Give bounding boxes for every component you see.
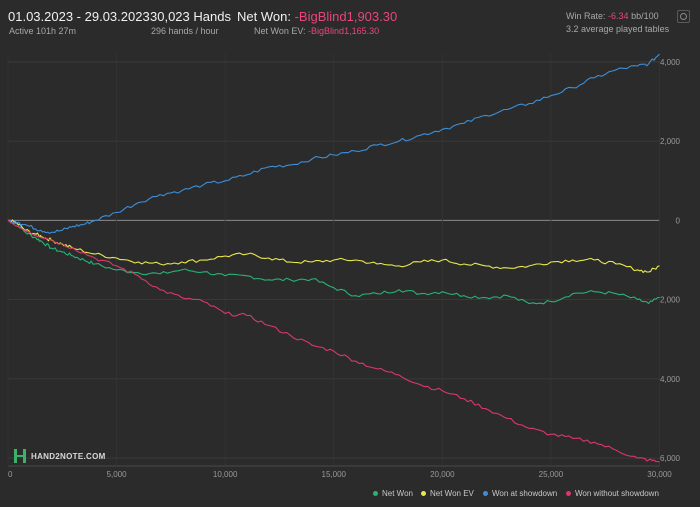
legend-label: Won at showdown: [492, 489, 558, 498]
hand2note-logo-icon: [14, 449, 26, 463]
net-won-label: Net Won:: [237, 9, 291, 24]
x-tick-label: 5,000: [107, 470, 128, 479]
y-tick-label: 2,000: [660, 296, 681, 305]
x-tick-label: 20,000: [430, 470, 455, 479]
legend-label: Won without showdown: [575, 489, 659, 498]
legend-item-won-at-showdown[interactable]: Won at showdown: [483, 489, 557, 498]
x-tick-label: 0: [8, 470, 13, 479]
net-won-ev-value: -BigBlind1,165.30: [308, 26, 380, 36]
active-time: Active 101h 27m: [9, 26, 77, 36]
hand2note-logo-text: HAND2NOTE.COM: [31, 451, 106, 461]
x-tick-label: 25,000: [539, 470, 564, 479]
series-line-won-at-showdown: [7, 53, 660, 234]
legend-dot-won-at-showdown: [483, 491, 488, 496]
legend-item-net-won[interactable]: Net Won: [373, 489, 413, 498]
legend-item-net-won-ev[interactable]: Net Won EV: [421, 489, 474, 498]
x-tick-label: 30,000: [647, 470, 672, 479]
hand2note-logo: HAND2NOTE.COM: [14, 449, 106, 463]
legend-label: Net Won: [382, 489, 413, 498]
net-won: Net Won: -BigBlind1,903.30: [237, 9, 397, 24]
series-line-won-without-showdown: [7, 219, 660, 463]
y-axis-ticks: 4,000 2,000 0 2,000 4,000 6,000: [660, 58, 681, 463]
win-rate-value: -6.34: [608, 11, 629, 21]
net-won-ev: Net Won EV: -BigBlind1,165.30: [254, 26, 379, 36]
settings-gear-icon[interactable]: [677, 10, 690, 23]
win-rate: Win Rate: -6.34 bb/100: [566, 11, 659, 21]
hands-per-hour: 296 hands / hour: [151, 26, 219, 36]
win-rate-label: Win Rate:: [566, 11, 606, 21]
chart-legend: Net Won Net Won EV Won at showdown Won w…: [0, 489, 700, 501]
chart-grid: [7, 54, 660, 467]
y-tick-label: 4,000: [660, 375, 681, 384]
hands-count: 30,023 Hands: [150, 9, 231, 24]
chart-series: [7, 53, 660, 463]
legend-dot-net-won-ev: [421, 491, 426, 496]
legend-item-won-without-showdown[interactable]: Won without showdown: [566, 489, 659, 498]
y-tick-label: 0: [676, 216, 681, 225]
win-rate-unit: bb/100: [631, 11, 659, 21]
x-tick-label: 10,000: [213, 470, 238, 479]
average-tables: 3.2 average played tables: [566, 24, 670, 34]
date-range: 01.03.2023 - 29.03.2023: [8, 9, 150, 24]
net-won-value: -BigBlind1,903.30: [294, 9, 398, 24]
legend-dot-net-won: [373, 491, 378, 496]
x-tick-label: 15,000: [322, 470, 347, 479]
stats-header: 01.03.2023 - 29.03.2023 Active 101h 27m …: [0, 0, 700, 44]
series-line-net-won-ev: [7, 219, 660, 274]
y-tick-label: 4,000: [660, 58, 681, 67]
legend-dot-won-without-showdown: [566, 491, 571, 496]
legend-label: Net Won EV: [430, 489, 474, 498]
series-line-net-won: [7, 219, 660, 305]
net-won-ev-label: Net Won EV:: [254, 26, 306, 36]
x-axis-ticks: 0 5,000 10,000 15,000 20,000 25,000 30,000: [8, 470, 672, 479]
y-tick-label: 6,000: [660, 454, 681, 463]
y-tick-label: 2,000: [660, 137, 681, 146]
